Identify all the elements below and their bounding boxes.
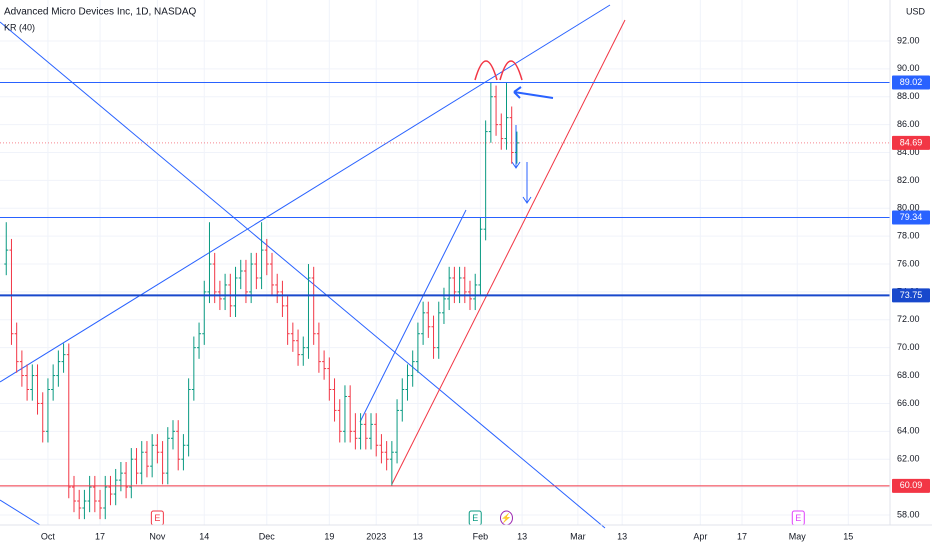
x-tick-label: 17 bbox=[737, 531, 747, 541]
price-axis bbox=[890, 0, 932, 550]
price-label: 84.69 bbox=[900, 137, 923, 147]
event-label: E bbox=[795, 513, 801, 523]
price-label: 60.09 bbox=[900, 480, 923, 490]
y-tick-label: 70.00 bbox=[897, 342, 920, 352]
event-label: E bbox=[472, 513, 478, 523]
axis-label: USD bbox=[906, 6, 926, 16]
x-tick-label: Feb bbox=[473, 531, 489, 541]
x-tick-label: 17 bbox=[95, 531, 105, 541]
x-tick-label: 19 bbox=[324, 531, 334, 541]
top-arc bbox=[499, 60, 523, 81]
x-tick-label: 2023 bbox=[366, 531, 386, 541]
x-tick-label: Oct bbox=[41, 531, 56, 541]
indicator-label: KR (40) bbox=[4, 22, 35, 32]
x-tick-label: Mar bbox=[570, 531, 586, 541]
price-label-box bbox=[892, 478, 930, 493]
trend-line bbox=[359, 209, 467, 423]
y-tick-label: 80.00 bbox=[897, 203, 920, 213]
price-label-box bbox=[892, 135, 930, 150]
y-tick-label: 82.00 bbox=[897, 175, 920, 185]
x-tick-label: Apr bbox=[693, 531, 707, 541]
price-label: 79.34 bbox=[900, 212, 923, 222]
arrow bbox=[522, 162, 532, 204]
chart-title: Advanced Micro Devices Inc, 1D, NASDAQ bbox=[4, 7, 197, 18]
y-tick-label: 86.00 bbox=[897, 119, 920, 129]
top-arc bbox=[474, 60, 498, 81]
x-tick-label: 13 bbox=[517, 531, 527, 541]
y-tick-label: 58.00 bbox=[897, 509, 920, 519]
x-tick-label: Dec bbox=[259, 531, 276, 541]
y-tick-label: 90.00 bbox=[897, 63, 920, 73]
price-label: 73.75 bbox=[900, 290, 923, 300]
trend-line bbox=[0, 21, 606, 529]
x-tick-label: 13 bbox=[413, 531, 423, 541]
y-tick-label: 84.00 bbox=[897, 147, 920, 157]
y-tick-label: 64.00 bbox=[897, 426, 920, 436]
x-tick-label: 13 bbox=[617, 531, 627, 541]
y-tick-label: 66.00 bbox=[897, 398, 920, 408]
y-tick-label: 76.00 bbox=[897, 258, 920, 268]
y-tick-label: 78.00 bbox=[897, 231, 920, 241]
y-tick-label: 62.00 bbox=[897, 454, 920, 464]
price-label-box bbox=[892, 210, 930, 225]
arrow bbox=[513, 86, 554, 99]
x-tick-label: 15 bbox=[843, 531, 853, 541]
trend-line bbox=[391, 19, 626, 485]
x-tick-label: May bbox=[789, 531, 807, 541]
x-tick-label: 14 bbox=[199, 531, 209, 541]
y-tick-label: 88.00 bbox=[897, 91, 920, 101]
x-tick-label: Nov bbox=[149, 531, 166, 541]
event-label: ⚡ bbox=[501, 512, 512, 524]
trend-line bbox=[0, 4, 611, 383]
price-label-box bbox=[892, 75, 930, 90]
y-tick-label: 92.00 bbox=[897, 35, 920, 45]
arrow bbox=[511, 125, 521, 169]
event-label: E bbox=[154, 513, 160, 523]
price-label-box bbox=[892, 288, 930, 303]
drawings bbox=[0, 4, 626, 529]
y-tick-label: 68.00 bbox=[897, 370, 920, 380]
y-tick-label: 72.00 bbox=[897, 314, 920, 324]
price-label: 89.02 bbox=[900, 77, 923, 87]
trend-line bbox=[0, 499, 41, 526]
